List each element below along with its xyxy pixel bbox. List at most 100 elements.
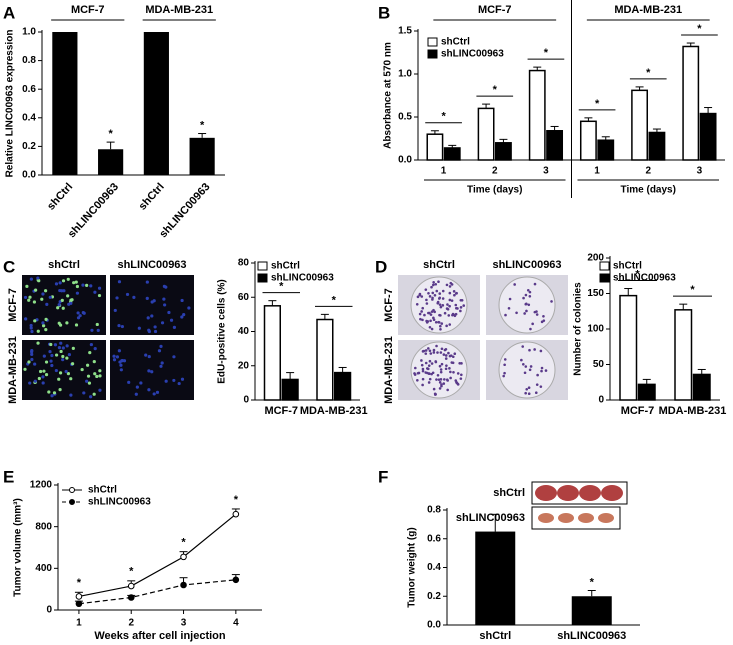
- cell-dot: [117, 323, 121, 328]
- cell-dot: [44, 373, 49, 377]
- colony: [448, 298, 452, 302]
- legend-swatch: [427, 49, 438, 59]
- cell-dot: [60, 298, 64, 302]
- colony: [533, 348, 536, 351]
- colony: [455, 291, 458, 295]
- colony: [421, 377, 425, 381]
- cell-dot: [65, 356, 69, 360]
- colony: [419, 317, 422, 321]
- y-tick-label: 40: [238, 326, 250, 337]
- cell-dot: [54, 368, 58, 373]
- colony: [439, 328, 442, 331]
- colony: [440, 384, 443, 388]
- cell-dot: [42, 354, 46, 358]
- y-axis-label: EdU-positive cells (%): [217, 279, 228, 383]
- cell-dot: [115, 296, 119, 300]
- colony: [428, 295, 432, 298]
- y-axis-label: Number of colonies: [573, 282, 584, 376]
- colony: [450, 283, 454, 286]
- colony: [429, 313, 433, 316]
- significance-marker: *: [441, 111, 446, 123]
- legend-label: shLINC00963: [88, 497, 151, 508]
- colony: [453, 352, 457, 356]
- panel-label: D: [375, 257, 387, 276]
- cell-dot: [28, 381, 32, 385]
- cell-dot: [24, 317, 28, 321]
- microscopy-image: [110, 275, 194, 335]
- tumor-image: [579, 485, 601, 501]
- colony: [429, 319, 432, 323]
- colony: [445, 364, 448, 367]
- cell-dot: [61, 306, 65, 310]
- colony: [427, 347, 430, 350]
- bar: [98, 149, 124, 175]
- colony: [424, 349, 428, 352]
- cell-dot: [52, 391, 57, 395]
- panel-label: B: [378, 3, 390, 22]
- cell-dot: [29, 323, 33, 328]
- colony: [429, 352, 433, 355]
- x-tick-label: MCF-7: [621, 405, 655, 417]
- data-point: [127, 582, 135, 590]
- colony: [425, 319, 428, 323]
- colony: [430, 285, 433, 289]
- colony: [531, 322, 534, 326]
- colony: [442, 353, 446, 356]
- bar: [316, 318, 334, 401]
- cell-dot: [162, 297, 166, 301]
- colony: [540, 366, 544, 370]
- colony: [427, 291, 430, 295]
- cell-dot: [50, 363, 54, 368]
- colony: [449, 376, 452, 380]
- cell-dot: [36, 341, 40, 345]
- cell-dot: [32, 300, 37, 304]
- cell-dot: [42, 324, 46, 328]
- cell-dot: [59, 341, 63, 345]
- colony: [460, 362, 463, 365]
- image-row-label: shLINC00963: [456, 512, 525, 524]
- bar: [546, 130, 564, 161]
- cell-dot: [167, 310, 171, 315]
- cell-dot: [41, 321, 45, 325]
- colony: [441, 289, 445, 293]
- cell-dot: [144, 353, 148, 357]
- legend-marker: [69, 499, 75, 505]
- cell-dot: [147, 329, 152, 334]
- cell-dot: [97, 286, 102, 290]
- cell-dot: [117, 349, 121, 353]
- dish: [498, 276, 556, 334]
- y-tick-label: 100: [587, 324, 604, 335]
- cell-dot: [182, 313, 186, 317]
- colony: [462, 304, 466, 307]
- bar: [637, 383, 656, 401]
- cell-dot: [153, 325, 157, 329]
- cell-dot: [160, 361, 164, 365]
- colony: [521, 345, 525, 348]
- colony: [524, 293, 528, 297]
- colony: [523, 312, 526, 315]
- legend-label: shCtrl: [441, 37, 470, 48]
- cell-dot: [34, 288, 38, 292]
- colony: [443, 378, 446, 381]
- cell-dot: [172, 325, 177, 329]
- y-tick-label: 1200: [30, 480, 53, 491]
- x-tick-label: MDA-MB-231: [659, 405, 727, 417]
- colony: [454, 303, 458, 307]
- colony: [439, 305, 443, 309]
- colony: [436, 351, 439, 354]
- colony: [515, 311, 518, 315]
- cell-dot: [125, 292, 130, 297]
- colony: [446, 303, 449, 306]
- colony: [424, 288, 428, 291]
- colony: [430, 362, 434, 365]
- colony: [539, 349, 543, 353]
- cell-dot: [74, 323, 79, 327]
- cell-dot: [33, 319, 37, 323]
- cell-dot: [49, 342, 53, 347]
- y-tick-label: 0.6: [427, 533, 441, 544]
- colony: [447, 314, 451, 317]
- cell-dot: [120, 324, 124, 329]
- cell-dot: [164, 379, 168, 383]
- colony: [452, 370, 455, 374]
- image-row-label: MCF-7: [383, 288, 395, 322]
